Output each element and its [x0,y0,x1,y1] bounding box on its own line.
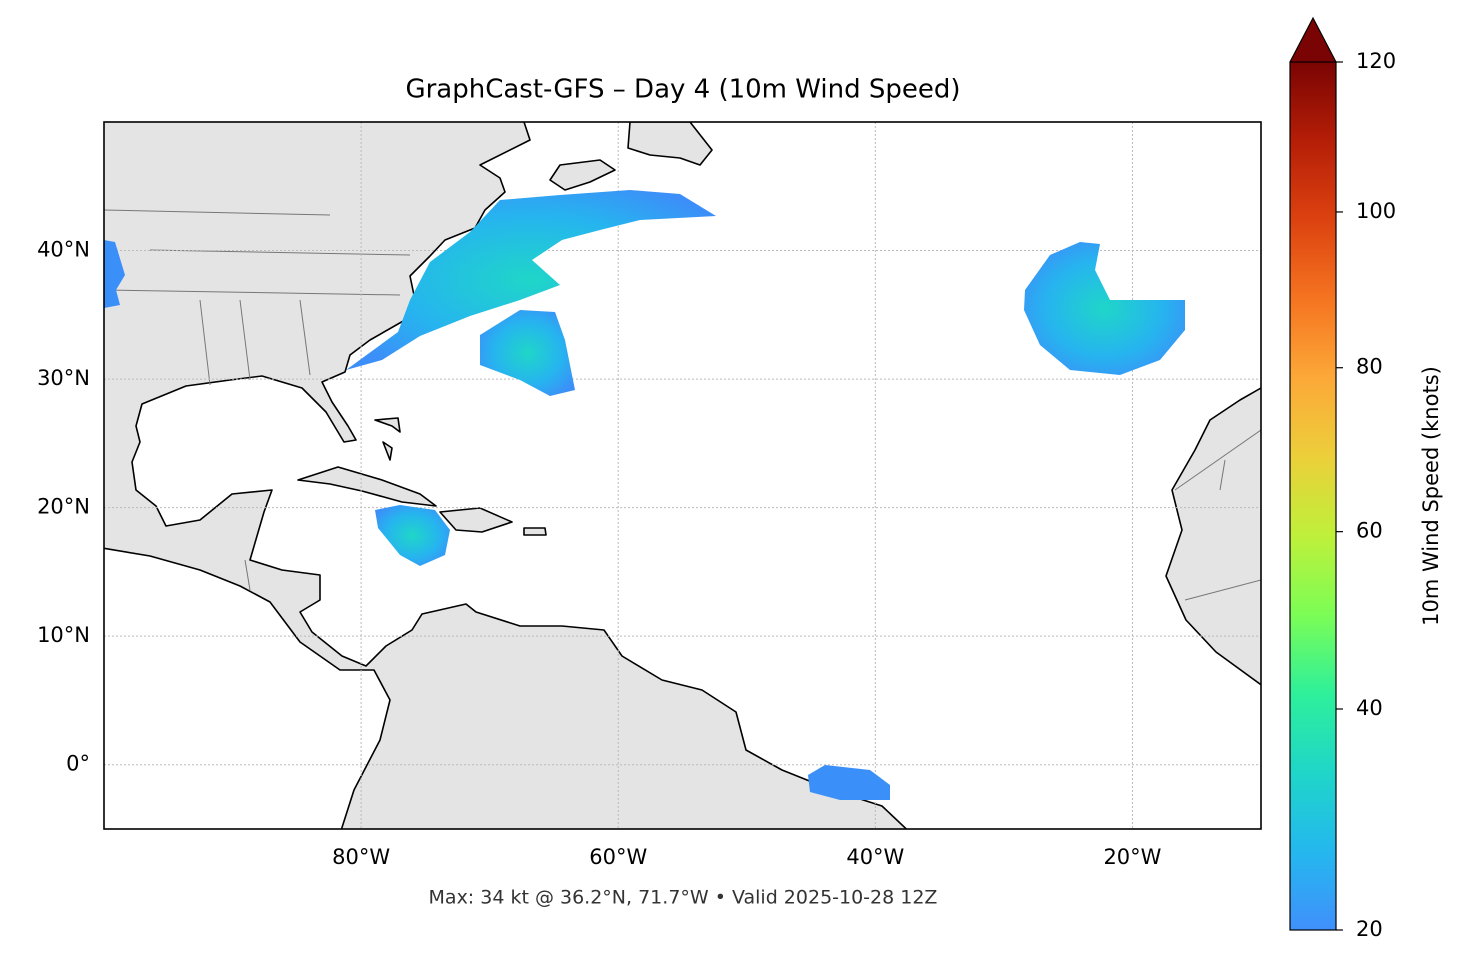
x-tick-label: 40°W [846,845,904,869]
colorbar-tick-label: 60 [1356,519,1383,543]
colorbar-extend [1289,16,1337,63]
wind-area [1024,242,1185,375]
y-tick-label: 40°N [37,238,90,262]
africa [1165,387,1261,686]
y-tick-label: 0° [66,752,90,776]
y-tick-label: 10°N [37,623,90,647]
puerto-rico [523,527,547,536]
x-tick-label: 20°W [1103,845,1161,869]
colorbar-frame [1289,61,1337,931]
colorbar-tick-label: 80 [1356,355,1383,379]
borders [104,209,1261,601]
wind-area [346,190,716,370]
cuba [297,466,437,507]
colorbar-label: 10m Wind Speed (knots) [1419,366,1443,626]
axis-ticks: 80°W 60°W 40°W 20°W 0° 10°N 20°N 30°N 40°N [37,238,1162,869]
colorbar-tick-label: 20 [1356,917,1383,941]
caption: Max: 34 kt @ 36.2°N, 71.7°W • Valid 2025… [429,887,938,909]
y-tick-label: 30°N [37,366,90,390]
wind-area [375,505,450,566]
bahamas [374,417,401,461]
wind-area [808,765,890,800]
chart-title: GraphCast-GFS – Day 4 (10m Wind Speed) [405,75,960,105]
newfoundland [627,122,713,166]
colorbar-tick-label: 40 [1356,696,1383,720]
hispaniola [439,507,513,533]
nova-scotia [549,159,616,191]
wind-area [104,240,125,308]
colorbar-tick-label: 100 [1356,199,1396,223]
x-tick-label: 80°W [332,845,390,869]
colorbar-scale [1290,62,1336,930]
map-frame [103,121,1262,830]
map [104,122,1261,829]
y-tick-label: 20°N [37,495,90,519]
americas [104,122,908,829]
colorbar-tick-label: 120 [1356,49,1396,73]
x-tick-label: 60°W [589,845,647,869]
colorbar: 20 40 60 80 100 120 [1289,16,1396,941]
wind-area [480,310,575,396]
